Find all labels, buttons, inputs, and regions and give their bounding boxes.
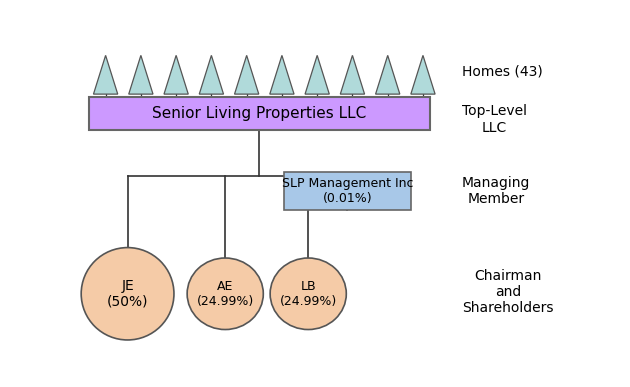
Ellipse shape [81,248,174,340]
Ellipse shape [187,258,263,330]
Polygon shape [411,55,435,94]
FancyBboxPatch shape [88,97,430,130]
Polygon shape [340,55,365,94]
FancyBboxPatch shape [284,171,411,211]
Polygon shape [270,55,294,94]
Polygon shape [164,55,188,94]
Text: LB
(24.99%): LB (24.99%) [280,280,337,308]
Text: Managing
Member: Managing Member [462,176,530,206]
Text: AE
(24.99%): AE (24.99%) [197,280,254,308]
Polygon shape [375,55,400,94]
Polygon shape [234,55,259,94]
Polygon shape [199,55,224,94]
Ellipse shape [270,258,346,330]
Polygon shape [305,55,329,94]
Text: Homes (43): Homes (43) [462,65,543,79]
Text: Top-Level
LLC: Top-Level LLC [462,104,527,135]
Text: SLP Management Inc
(0.01%): SLP Management Inc (0.01%) [282,177,413,205]
Polygon shape [129,55,153,94]
Text: Senior Living Properties LLC: Senior Living Properties LLC [152,106,367,121]
Text: JE
(50%): JE (50%) [107,279,148,309]
Polygon shape [93,55,118,94]
Text: Chairman
and
Shareholders: Chairman and Shareholders [462,269,554,315]
